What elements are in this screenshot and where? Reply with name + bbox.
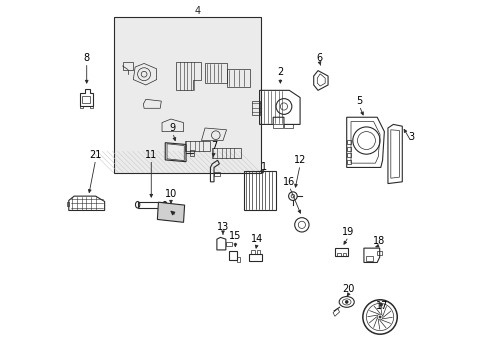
Bar: [248, 253, 261, 261]
Bar: [244, 171, 275, 211]
Text: 12: 12: [293, 155, 305, 165]
Bar: [250, 250, 254, 253]
Text: 10: 10: [164, 189, 177, 199]
Bar: [225, 242, 232, 246]
Text: 4: 4: [194, 6, 201, 17]
Bar: [137, 202, 164, 208]
Polygon shape: [113, 17, 260, 173]
Text: 1: 1: [261, 162, 267, 172]
Text: 2: 2: [277, 67, 283, 77]
Bar: [190, 150, 194, 156]
Bar: [346, 153, 350, 157]
Bar: [236, 257, 240, 262]
Bar: [334, 248, 347, 256]
Bar: [185, 140, 210, 151]
Circle shape: [345, 301, 347, 303]
Bar: [376, 251, 382, 255]
Bar: [204, 63, 226, 83]
Text: 17: 17: [376, 301, 388, 311]
Text: 13: 13: [216, 222, 229, 231]
Bar: [366, 256, 372, 261]
Bar: [256, 250, 260, 253]
Text: 19: 19: [342, 227, 354, 237]
Text: 9: 9: [169, 123, 176, 133]
Bar: [346, 159, 350, 164]
Text: 11: 11: [145, 150, 157, 160]
Bar: [212, 148, 241, 158]
Text: 8: 8: [83, 53, 90, 63]
Text: 20: 20: [342, 284, 354, 294]
Bar: [226, 69, 249, 87]
Text: 7: 7: [210, 141, 217, 151]
Bar: [229, 251, 236, 260]
Bar: [336, 253, 340, 256]
Bar: [346, 140, 350, 144]
Text: 14: 14: [250, 234, 263, 244]
Text: 18: 18: [372, 236, 385, 246]
Text: 6: 6: [316, 53, 322, 63]
Text: 5: 5: [355, 96, 362, 106]
Bar: [284, 124, 292, 128]
Text: 21: 21: [89, 150, 102, 160]
Text: 15: 15: [229, 231, 241, 240]
Bar: [346, 147, 350, 151]
Bar: [342, 253, 346, 256]
Text: 3: 3: [407, 132, 413, 142]
Bar: [214, 172, 220, 176]
Polygon shape: [157, 202, 184, 222]
Circle shape: [378, 316, 380, 318]
Bar: [82, 96, 90, 103]
Text: 16: 16: [283, 177, 295, 187]
Bar: [273, 124, 283, 128]
